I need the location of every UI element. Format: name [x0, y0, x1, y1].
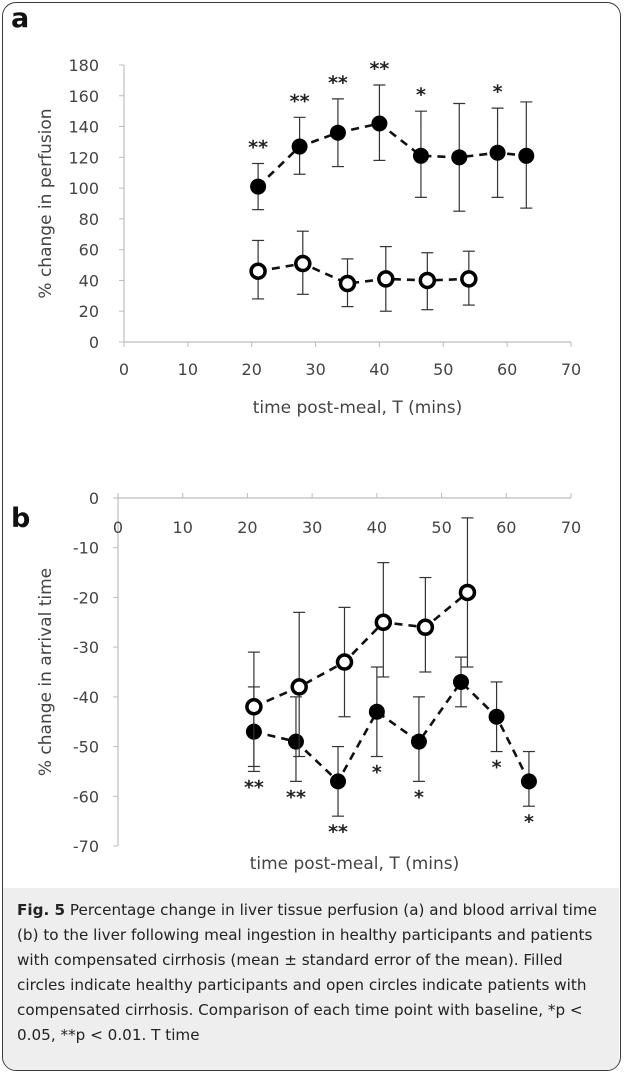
- panel-b-filled-point: [368, 703, 385, 720]
- panel-a-open-point: [338, 274, 357, 293]
- panel-a-filled-point: [250, 178, 267, 195]
- panel-b-open-point: [374, 613, 393, 632]
- panel-a-x-tick-label: 60: [497, 360, 517, 379]
- panel-a-significance-label: **: [290, 90, 310, 112]
- panel-b-x-tick-label: 40: [367, 518, 387, 537]
- caption-box: Fig. 5 Percentage change in liver tissue…: [3, 888, 619, 1070]
- panel-b-y-tick-label: -20: [73, 588, 99, 607]
- panel-a-y-tick-label: 60: [79, 241, 99, 260]
- panel-a-open-point: [418, 271, 437, 290]
- panel-b-significance-label: *: [524, 811, 534, 833]
- panel-a-y-tick-label: 0: [89, 333, 99, 352]
- panel-b-label: b: [11, 503, 30, 534]
- panel-b-open-point: [335, 653, 354, 671]
- figure-label: Fig. 5: [17, 901, 66, 919]
- panel-a-y-tick-label: 160: [68, 87, 99, 106]
- panel-b-x-tick-label: 60: [496, 518, 516, 537]
- panel-a-significance-label: *: [493, 81, 503, 103]
- panel-b-x-tick-label: 20: [237, 518, 257, 537]
- panel-a-filled-point: [518, 147, 535, 164]
- panel-a-y-tick-label: 100: [68, 179, 99, 198]
- panel-b-significance-label: **: [328, 821, 348, 843]
- panel-a-y-tick-label: 40: [79, 271, 99, 290]
- panel-a-x-tick-label: 50: [433, 360, 453, 379]
- panel-b-x-tick-label: 50: [431, 518, 451, 537]
- panel-a-y-tick-label: 180: [68, 56, 99, 75]
- panel-b-filled-point: [452, 673, 469, 690]
- panel-b-y-tick-label: 0: [89, 489, 99, 508]
- panel-a-open-point: [294, 254, 312, 273]
- panel-a-x-tick-label: 0: [119, 360, 129, 379]
- panel-a-filled-series-line: [257, 122, 527, 188]
- panel-b-y-tick-label: -60: [73, 787, 99, 806]
- panel-a-x-tick-label: 10: [178, 360, 198, 379]
- panel-b-filled-point: [488, 708, 505, 725]
- panel-b-x-tick-label: 30: [302, 518, 322, 537]
- panel-a-open-series-line: [257, 262, 469, 285]
- panel-b-filled-point: [330, 773, 347, 790]
- panel-a-filled-point: [412, 147, 429, 164]
- panel-b-filled-point: [520, 773, 537, 790]
- panel-b-filled-point: [410, 733, 427, 750]
- panel-b-x-tick-label: 10: [173, 518, 193, 537]
- panel-a-filled-point: [489, 144, 506, 161]
- panel-a-x-tick-label: 20: [242, 360, 262, 379]
- panel-a-open-point: [377, 270, 395, 288]
- panel-b-significance-label: *: [414, 786, 424, 808]
- figure-caption: Fig. 5 Percentage change in liver tissue…: [17, 898, 611, 1048]
- panel-a-x-tick-label: 30: [305, 360, 325, 379]
- panel-b-filled-point: [287, 733, 304, 750]
- panel-a-x-tick-label: 70: [561, 360, 581, 379]
- panel-b-x-tick-label: 0: [113, 518, 123, 537]
- panel-a-y-tick-label: 120: [68, 148, 99, 167]
- panel-a-filled-point: [371, 115, 388, 132]
- panel-a-x-axis-title: time post-meal, T (mins): [253, 398, 463, 418]
- panel-b-open-point: [290, 678, 308, 696]
- panel-a-open-point: [460, 270, 478, 288]
- panel-b-y-tick-label: -10: [73, 539, 99, 558]
- panel-a-x-tick-label: 40: [369, 360, 389, 379]
- panel-a-significance-label: *: [416, 84, 426, 106]
- panel-b-significance-label: **: [286, 786, 306, 808]
- panel-b-y-tick-label: -40: [73, 688, 99, 707]
- panel-a-filled-point: [451, 149, 468, 166]
- caption-text: Percentage change in liver tissue perfus…: [17, 901, 597, 1044]
- panel-a-open-point: [249, 262, 267, 280]
- panel-b-significance-label: *: [372, 762, 382, 784]
- panel-b-open-point: [416, 618, 435, 637]
- panel-b-y-tick-label: -70: [73, 837, 99, 856]
- panel-b-y-tick-label: -30: [73, 638, 99, 657]
- panel-a-y-tick-label: 80: [79, 210, 99, 229]
- panel-b-significance-label: *: [492, 757, 502, 779]
- panel-b-x-tick-label: 70: [561, 518, 581, 537]
- panel-a-filled-point: [329, 124, 346, 141]
- panel-b-y-axis-title: % change in arrival time: [36, 568, 56, 776]
- panel-a-significance-label: **: [369, 58, 389, 80]
- panel-b-y-tick-label: -50: [73, 738, 99, 757]
- panel-a-filled-point: [291, 138, 308, 155]
- panel-b-open-series-line: [253, 591, 469, 708]
- panel-a-significance-label: **: [328, 72, 348, 94]
- panel-a-y-tick-label: 140: [68, 118, 99, 137]
- panel-b-open-point: [245, 698, 263, 716]
- panel-a-y-axis-title: % change in perfusion: [36, 108, 56, 298]
- panel-a-label: a: [11, 3, 29, 34]
- panel-b-open-point: [458, 583, 477, 602]
- panel-a-y-tick-label: 20: [79, 302, 99, 321]
- panel-a-significance-label: **: [248, 136, 268, 158]
- panel-b-x-axis-title: time post-meal, T (mins): [250, 854, 460, 874]
- panel-b-significance-label: **: [244, 776, 264, 798]
